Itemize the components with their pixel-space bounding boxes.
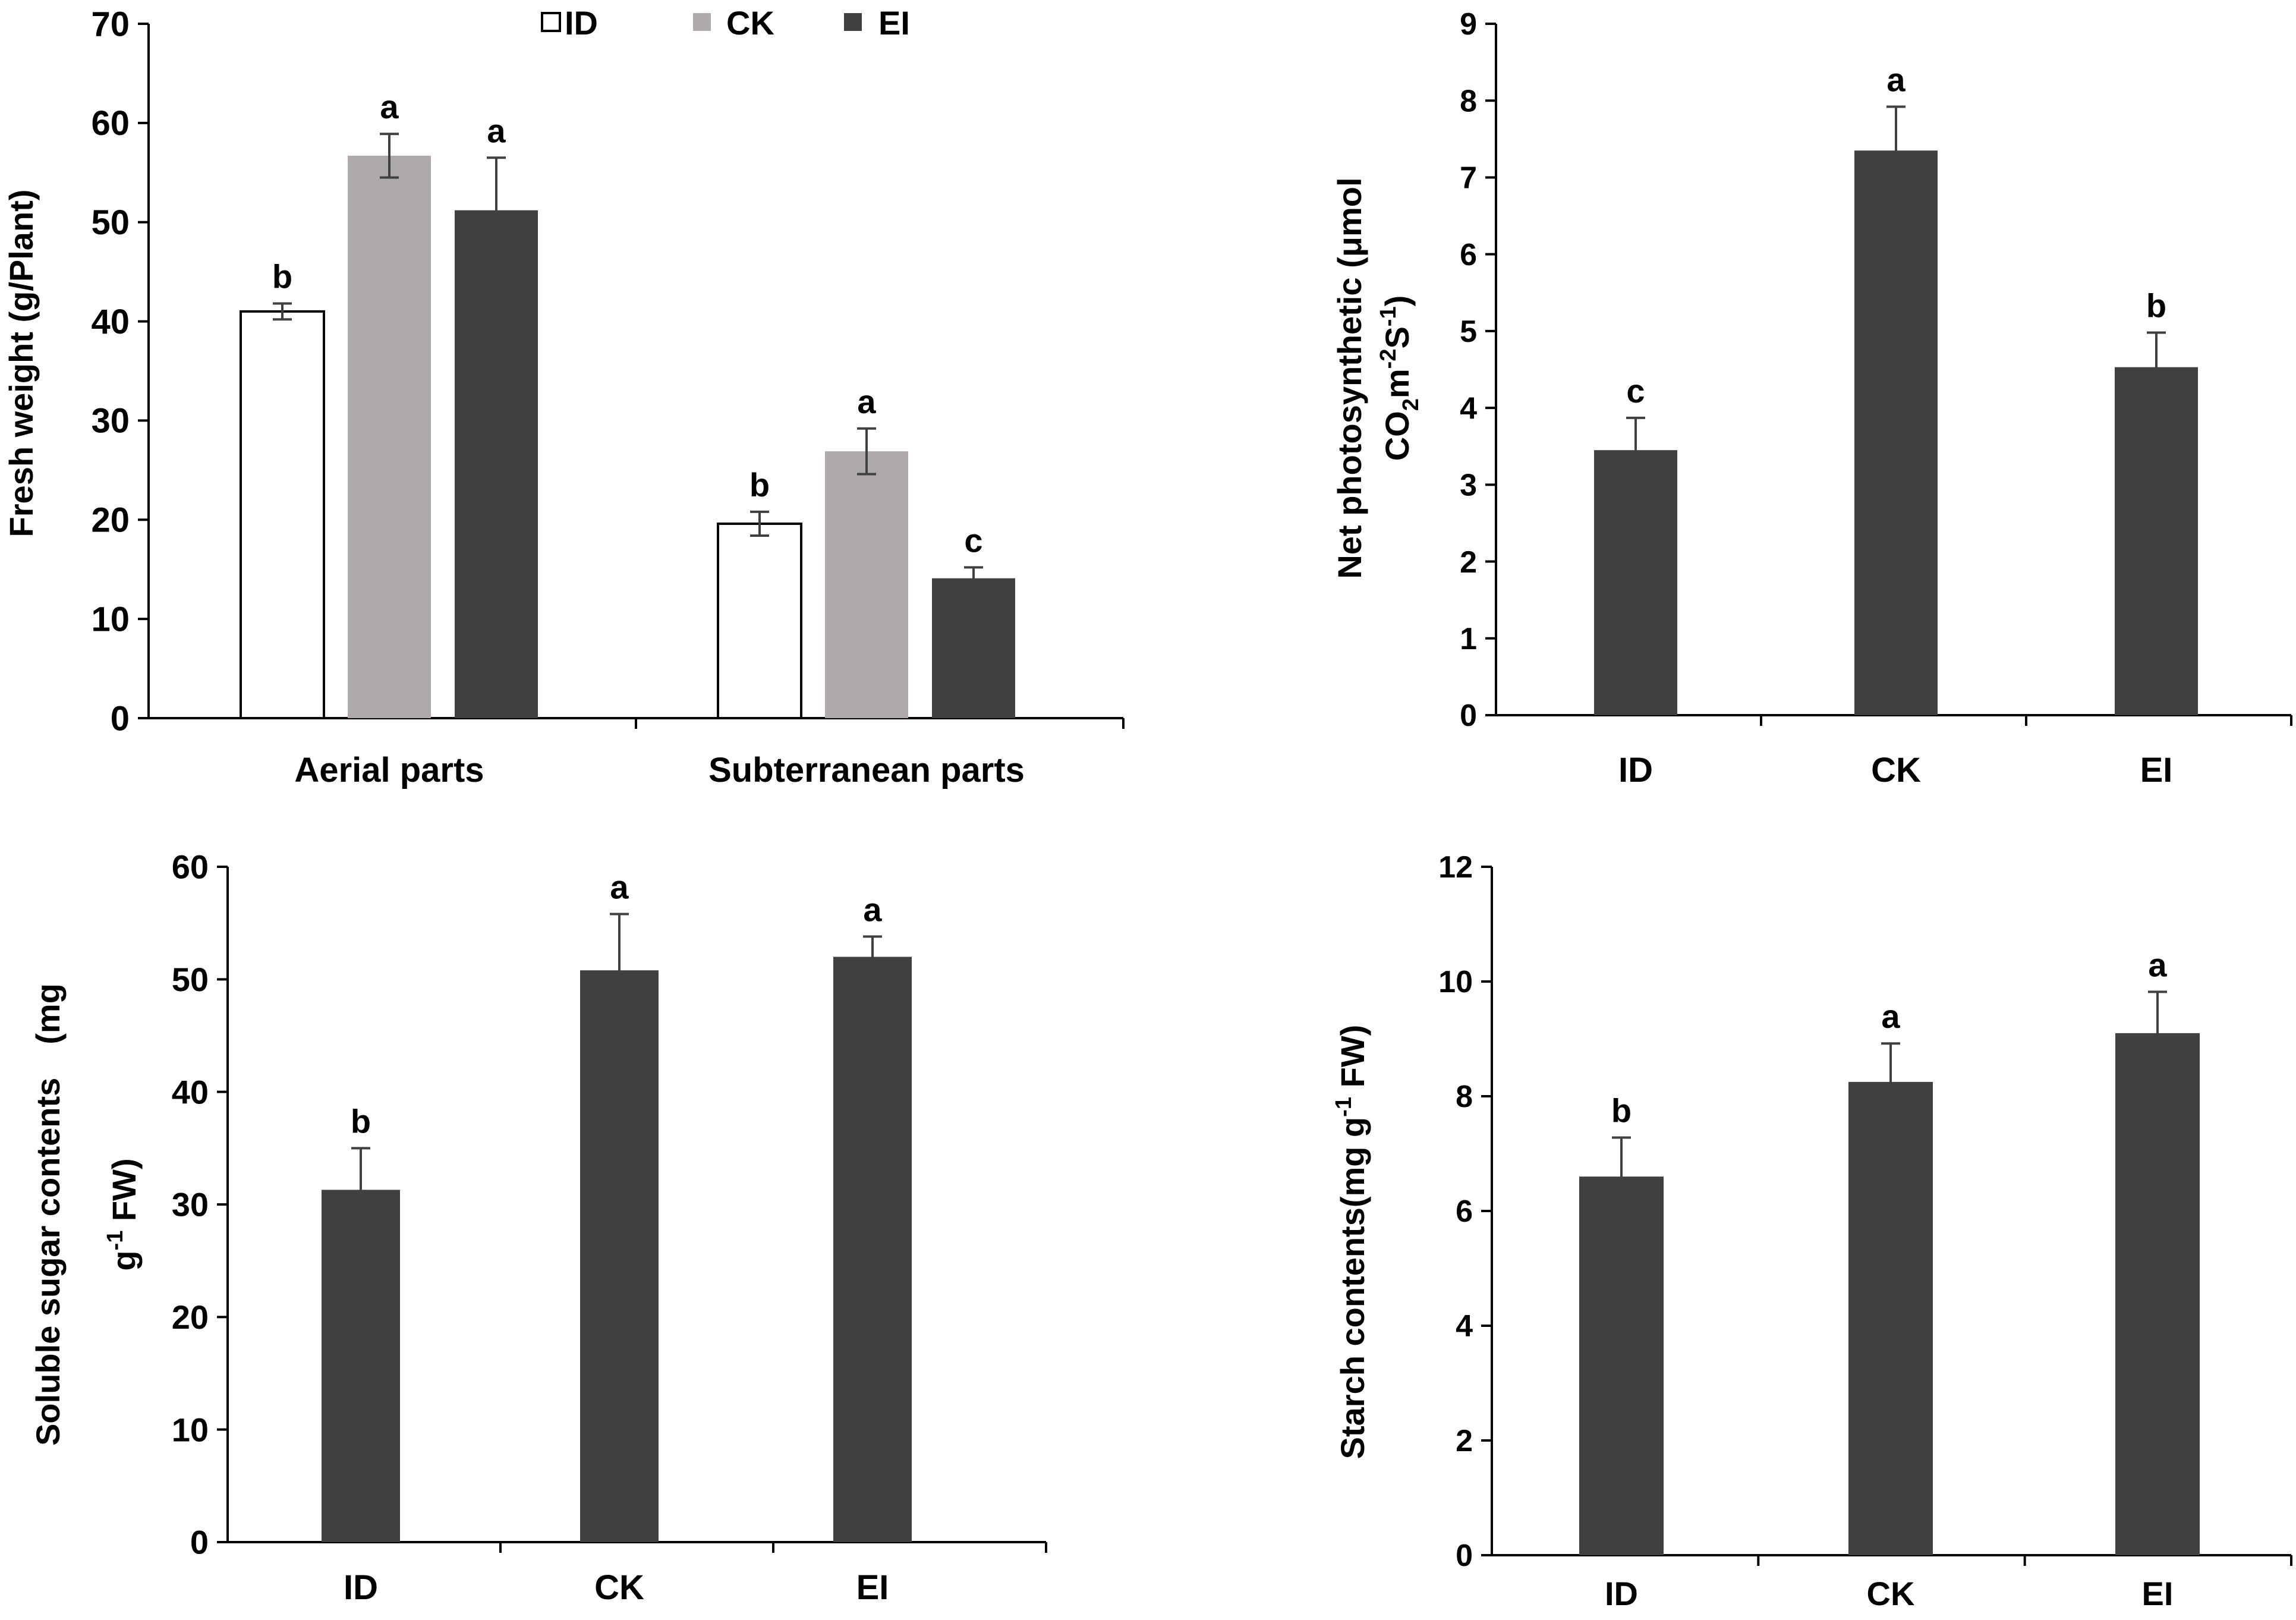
fresh-weight-y-tick-label: 0 xyxy=(111,699,130,738)
net-photosynthetic-bar-net-photosynthetic-1 xyxy=(1854,150,1938,715)
soluble-sugar-bar-soluble-sugar-contents-1 xyxy=(580,970,659,1542)
fresh-weight-bar-id-0 xyxy=(240,310,325,719)
starch-x-tick-label: CK xyxy=(1867,1575,1915,1612)
net-photosynthetic-y-tick-label: 0 xyxy=(1460,699,1477,733)
net-photosynthetic-significance-letter: c xyxy=(1626,372,1645,410)
panel-starch: 0 2 4 6 8 10 12 ID CK EI b a a Starch contents(mg g-… xyxy=(1331,850,2292,1612)
fresh-weight-bar-id-1 xyxy=(717,522,802,720)
soluble-sugar-y-tick-label: 30 xyxy=(172,1186,209,1223)
legend-swatch-CK xyxy=(693,13,711,31)
starch-y-tick-label: 4 xyxy=(1456,1309,1473,1344)
net-photosynthetic-y-tick-label: 9 xyxy=(1460,7,1477,42)
fresh-weight-significance-letter: a xyxy=(380,88,399,125)
starch-y-tick-label: 10 xyxy=(1438,965,1473,999)
net-photosynthetic-x-tick-label: CK xyxy=(1871,751,1921,789)
fresh-weight-y-tick-label: 70 xyxy=(91,5,130,43)
fresh-weight-significance-letter: b xyxy=(749,466,770,504)
net-photosynthetic-y-axis-label-line2: CO2m-2S-1) xyxy=(1376,295,1423,461)
fresh-weight-y-tick-label: 20 xyxy=(91,501,130,540)
net-photosynthetic-bar-net-photosynthetic-0 xyxy=(1594,450,1677,715)
fresh-weight-y-tick-label: 10 xyxy=(91,600,130,638)
starch-x-tick-label: ID xyxy=(1605,1575,1638,1612)
net-photosynthetic-significance-letter: a xyxy=(1886,61,1906,99)
soluble-sugar-bar-soluble-sugar-contents-2 xyxy=(833,957,912,1542)
net-photosynthetic-y-tick-label: 6 xyxy=(1460,238,1477,272)
starch-x-tick-label: EI xyxy=(2142,1575,2174,1612)
panel-net-photosynthetic: 0 1 2 3 4 5 6 7 8 9 ID CK EI c a b Net photosynthetic (… xyxy=(1331,7,2292,789)
starch-marks: 0 2 4 6 8 10 12 ID CK EI b a a xyxy=(1438,850,2292,1612)
soluble-sugar-x-tick-label: EI xyxy=(856,1568,889,1607)
starch-y-tick-label: 0 xyxy=(1456,1539,1473,1573)
net-photosynthetic-x-tick-label: ID xyxy=(1618,751,1653,789)
soluble-sugar-y-axis-label-line1: Soluble sugar contents (mg xyxy=(29,983,67,1446)
fresh-weight-significance-letter: a xyxy=(487,112,506,149)
starch-significance-letter: b xyxy=(1611,1091,1632,1129)
fresh-weight-significance-letter: a xyxy=(857,383,876,420)
fresh-weight-y-tick-label: 30 xyxy=(91,402,130,441)
soluble-sugar-x-tick-label: ID xyxy=(344,1568,378,1607)
soluble-sugar-significance-letter: a xyxy=(610,869,629,906)
soluble-sugar-y-axis-label-line2: g-1 FW) xyxy=(103,1158,143,1270)
fresh-weight-significance-letter: b xyxy=(272,258,292,295)
net-photosynthetic-significance-letter: b xyxy=(2146,287,2166,324)
net-photosynthetic-marks: 0 1 2 3 4 5 6 7 8 9 ID CK EI c a b xyxy=(1460,7,2292,789)
legend-label-CK: CK xyxy=(726,4,774,42)
starch-y-tick-label: 12 xyxy=(1438,850,1473,885)
legend-swatch-EI xyxy=(844,13,862,31)
net-photosynthetic-y-tick-label: 1 xyxy=(1460,622,1477,656)
starch-y-tick-label: 2 xyxy=(1456,1424,1473,1458)
starch-y-axis-label: Starch contents(mg g-1 FW) xyxy=(1331,1025,1371,1459)
net-photosynthetic-y-axis-label-line1: Net photosynthetic (μmol xyxy=(1331,177,1368,578)
fresh-weight-x-tick-label: Subterranean parts xyxy=(708,751,1025,789)
starch-y-tick-label: 8 xyxy=(1456,1080,1473,1114)
fresh-weight-marks: 0 10 20 30 40 50 60 70 Aerial parts Subterranean … xyxy=(91,5,1125,789)
soluble-sugar-x-tick-label: CK xyxy=(594,1568,644,1607)
net-photosynthetic-y-tick-label: 7 xyxy=(1460,161,1477,196)
soluble-sugar-y-tick-label: 60 xyxy=(172,848,209,886)
soluble-sugar-bar-soluble-sugar-contents-0 xyxy=(322,1190,400,1542)
starch-bar-starch-contents-0 xyxy=(1579,1177,1664,1555)
fresh-weight-y-tick-label: 40 xyxy=(91,303,130,341)
net-photosynthetic-y-tick-label: 4 xyxy=(1460,391,1477,426)
fresh-weight-significance-letter: c xyxy=(964,521,982,559)
starch-significance-letter: a xyxy=(1881,998,1900,1035)
net-photosynthetic-y-tick-label: 8 xyxy=(1460,84,1477,118)
net-photosynthetic-y-tick-label: 5 xyxy=(1460,314,1477,349)
soluble-sugar-y-tick-label: 0 xyxy=(190,1524,209,1561)
fresh-weight-bar-ei-0 xyxy=(455,210,538,719)
panel-fresh-weight: 0 10 20 30 40 50 60 70 Aerial parts Subterranean … xyxy=(2,4,1125,789)
net-photosynthetic-y-tick-label: 3 xyxy=(1460,468,1477,503)
soluble-sugar-significance-letter: b xyxy=(351,1102,371,1140)
fresh-weight-bar-ck-0 xyxy=(348,155,431,718)
soluble-sugar-marks: 0 10 20 30 40 50 60 ID CK EI b a a xyxy=(172,848,1047,1607)
fresh-weight-bar-ck-1 xyxy=(825,451,908,718)
legend: ID CK EI xyxy=(541,4,910,42)
net-photosynthetic-bar-net-photosynthetic-2 xyxy=(2115,367,2198,715)
soluble-sugar-y-tick-label: 50 xyxy=(172,961,209,998)
soluble-sugar-y-tick-label: 10 xyxy=(172,1411,209,1448)
fresh-weight-y-axis-label: Fresh weight (g/Plant) xyxy=(2,190,40,537)
fresh-weight-x-tick-label: Aerial parts xyxy=(294,751,484,789)
starch-bar-starch-contents-1 xyxy=(1848,1081,1933,1555)
legend-label-EI: EI xyxy=(878,4,910,42)
soluble-sugar-y-tick-label: 20 xyxy=(172,1298,209,1336)
soluble-sugar-y-tick-label: 40 xyxy=(172,1073,209,1111)
soluble-sugar-significance-letter: a xyxy=(863,891,882,928)
net-photosynthetic-y-tick-label: 2 xyxy=(1460,545,1477,580)
fresh-weight-y-tick-label: 50 xyxy=(91,203,130,242)
fresh-weight-y-tick-label: 60 xyxy=(91,104,130,143)
legend-label-ID: ID xyxy=(565,4,598,42)
panel-soluble-sugar: 0 10 20 30 40 50 60 ID CK EI b a a Soluble sugar con… xyxy=(29,848,1047,1607)
legend-swatch-ID xyxy=(541,12,561,32)
starch-bar-starch-contents-2 xyxy=(2115,1033,2200,1555)
net-photosynthetic-x-tick-label: EI xyxy=(2140,751,2173,789)
starch-significance-letter: a xyxy=(2148,946,2167,983)
starch-y-tick-label: 6 xyxy=(1456,1194,1473,1229)
fresh-weight-bar-ei-1 xyxy=(932,578,1015,718)
